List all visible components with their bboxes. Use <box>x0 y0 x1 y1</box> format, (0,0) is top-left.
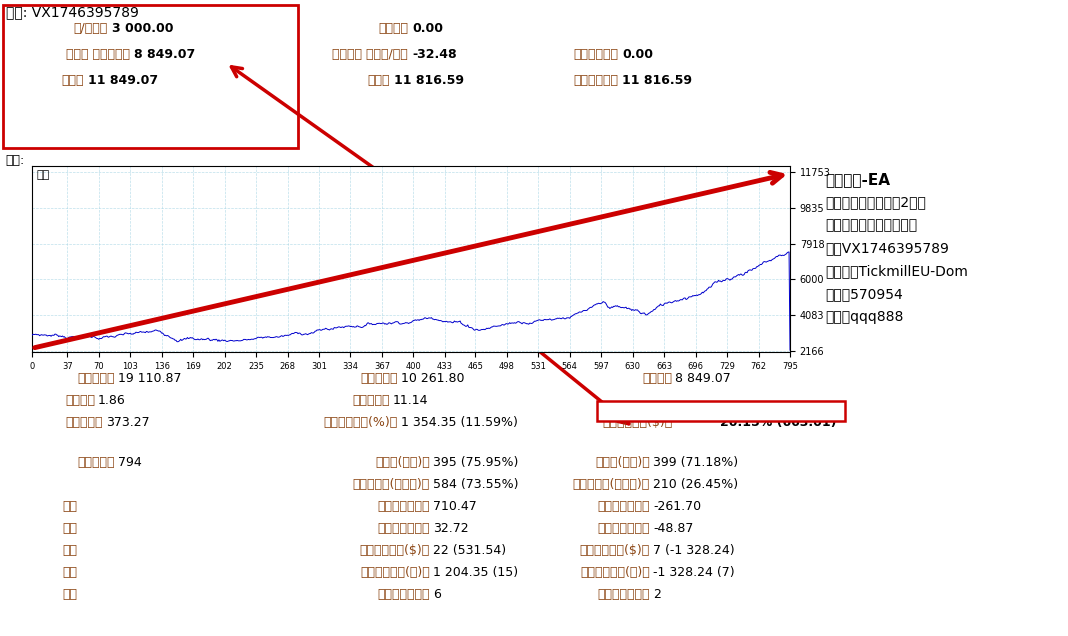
Text: 绝对亏捯：: 绝对亏捯： <box>65 416 103 429</box>
Text: 710.47: 710.47 <box>433 500 476 513</box>
Text: 11.14: 11.14 <box>393 394 428 407</box>
Text: 网格策略-EA: 网格策略-EA <box>824 172 890 187</box>
Text: 余额：: 余额： <box>62 74 84 87</box>
Text: 8 849.07: 8 849.07 <box>134 48 195 61</box>
Text: 最大回撤比例($)：: 最大回撤比例($)： <box>602 416 672 429</box>
Text: 统计:: 统计: <box>5 154 25 167</box>
Text: 单笔亏捯金额：: 单笔亏捯金额： <box>597 500 650 513</box>
Text: 密码：qqq888: 密码：qqq888 <box>824 310 904 324</box>
Text: 最大: 最大 <box>62 500 77 513</box>
Text: 11 816.59: 11 816.59 <box>622 74 692 87</box>
Text: 盈利金额：: 盈利金额： <box>78 372 115 385</box>
Text: 总盈产：: 总盈产： <box>642 372 672 385</box>
Text: -48.87: -48.87 <box>653 522 693 535</box>
Text: 3 000.00: 3 000.00 <box>112 22 173 35</box>
Text: 多单数(胜率)：: 多单数(胜率)： <box>595 455 650 469</box>
Bar <box>597 401 845 421</box>
Text: 373.27: 373.27 <box>106 416 150 429</box>
Text: 期望收益：: 期望收益： <box>352 394 390 407</box>
Text: -261.70: -261.70 <box>653 500 701 513</box>
Text: 最大: 最大 <box>62 565 77 579</box>
Text: 信用额：: 信用额： <box>378 22 408 35</box>
Text: 1 204.35 (15): 1 204.35 (15) <box>433 565 518 579</box>
Text: 794: 794 <box>117 455 142 469</box>
Text: 服务器：TickmillEU-Dom: 服务器：TickmillEU-Dom <box>824 264 968 278</box>
Text: 19 110.87: 19 110.87 <box>117 372 182 385</box>
Text: 亏捯金额：: 亏捯金额： <box>361 372 398 385</box>
Text: 最大回撤金额(%)：: 最大回撤金额(%)： <box>324 416 398 429</box>
Text: 总盈利次数(总胜率)：: 总盈利次数(总胜率)： <box>352 478 430 490</box>
Text: 连续获利次数：: 连续获利次数： <box>377 588 430 600</box>
Text: -1 328.24 (7): -1 328.24 (7) <box>653 565 735 579</box>
Text: 单笔亏捯金额：: 单笔亏捯金额： <box>597 522 650 535</box>
Text: 0.00: 0.00 <box>412 22 443 35</box>
Text: 0.00: 0.00 <box>622 48 653 61</box>
Text: 平仓单 交易盈产：: 平仓单 交易盈产： <box>66 48 130 61</box>
Text: 10 261.80: 10 261.80 <box>400 372 465 385</box>
Text: 单笔获利金额：: 单笔获利金额： <box>377 522 430 535</box>
Text: 2: 2 <box>653 588 661 600</box>
Text: 6: 6 <box>433 588 441 600</box>
Text: 连续亏捯金额(次)：: 连续亏捯金额(次)： <box>580 565 650 579</box>
Text: 两个半月盈利即将翻2倍，: 两个半月盈利即将翻2倍， <box>824 195 926 209</box>
Text: 单笔获利金额：: 单笔获利金额： <box>377 500 430 513</box>
Text: 风险可控，带止捯止盈，: 风险可控，带止捯止盈， <box>824 218 917 232</box>
Text: 399 (71.18%): 399 (71.18%) <box>653 455 738 469</box>
Text: 未平仓单 浮动盈/产：: 未平仓单 浮动盈/产： <box>332 48 408 61</box>
Text: 总亏捯次数(总败率)：: 总亏捯次数(总败率)： <box>572 478 650 490</box>
Text: 平均: 平均 <box>62 522 77 535</box>
Text: 1.86: 1.86 <box>98 394 126 407</box>
Text: 连续获利次数($)：: 连续获利次数($)： <box>360 544 430 556</box>
Text: 净値：: 净値： <box>367 74 390 87</box>
Text: 1 354.35 (11.59%): 1 354.35 (11.59%) <box>400 416 518 429</box>
Text: 已用保证金：: 已用保证金： <box>574 48 618 61</box>
Text: 210 (26.45%): 210 (26.45%) <box>653 478 738 490</box>
Text: -32.48: -32.48 <box>412 48 457 61</box>
Text: 22 (531.54): 22 (531.54) <box>433 544 506 556</box>
Text: 观摩：570954: 观摩：570954 <box>824 287 902 301</box>
Text: 连续亏捯次数：: 连续亏捯次数： <box>597 588 650 600</box>
Text: 连续亏捯次数($)：: 连续亏捯次数($)： <box>580 544 650 556</box>
Text: 咋询VX1746395789: 咋询VX1746395789 <box>824 241 948 255</box>
Text: 20.15% (663.01): 20.15% (663.01) <box>720 416 836 429</box>
Text: 余额: 余额 <box>36 170 50 180</box>
Text: 空单数(胜率)：: 空单数(胜率)： <box>375 455 430 469</box>
Text: 395 (75.95%): 395 (75.95%) <box>433 455 518 469</box>
Text: 摘要: VX1746395789: 摘要: VX1746395789 <box>6 5 139 19</box>
Text: 7 (-1 328.24): 7 (-1 328.24) <box>653 544 735 556</box>
Text: 可用保证金：: 可用保证金： <box>574 74 618 87</box>
Text: 11 816.59: 11 816.59 <box>394 74 464 87</box>
Text: 11 849.07: 11 849.07 <box>88 74 158 87</box>
Text: 584 (73.55%): 584 (73.55%) <box>433 478 518 490</box>
Text: 最大: 最大 <box>62 544 77 556</box>
Text: 存/取款：: 存/取款： <box>74 22 108 35</box>
Bar <box>3 5 298 148</box>
Text: 平均: 平均 <box>62 588 77 600</box>
Text: 8 849.07: 8 849.07 <box>675 372 731 385</box>
Text: 总交易数：: 总交易数： <box>78 455 115 469</box>
Text: 连续获利金额(次)：: 连续获利金额(次)： <box>360 565 430 579</box>
Text: 32.72: 32.72 <box>433 522 469 535</box>
Text: 盈产比：: 盈产比： <box>65 394 95 407</box>
